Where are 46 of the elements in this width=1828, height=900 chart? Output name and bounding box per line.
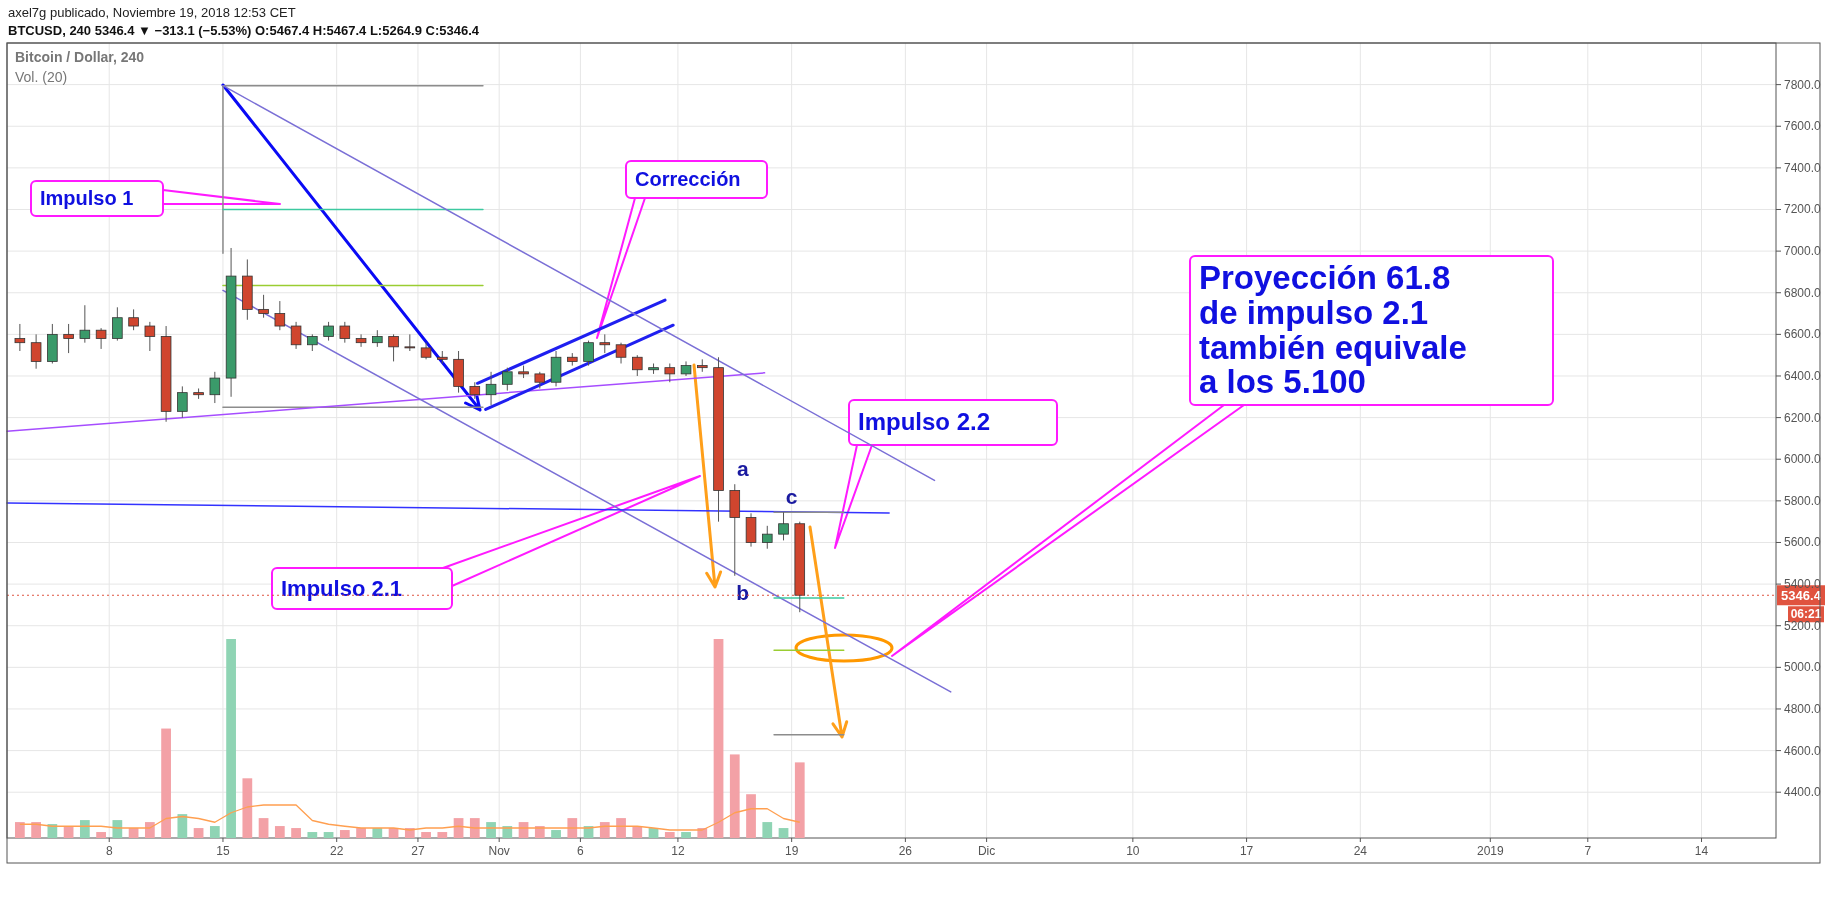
y-tick-label: 6800.0 <box>1784 285 1822 300</box>
x-tick-label: 27 <box>411 844 425 858</box>
y-tick-label: 4400.0 <box>1784 785 1822 800</box>
y-tick-label: 5000.0 <box>1784 660 1822 675</box>
x-tick-label: Nov <box>488 844 510 858</box>
y-tick-label: 7800.0 <box>1784 77 1822 92</box>
x-tick-label: 2019 <box>1476 844 1504 858</box>
y-tick-label: 5600.0 <box>1784 535 1822 550</box>
y-tick-label: 6400.0 <box>1784 368 1822 383</box>
text: 06:21 <box>1790 607 1822 622</box>
x-tick-label: 22 <box>330 844 344 858</box>
x-tick-label: 26 <box>898 844 913 858</box>
x-tick-label: 19 <box>784 844 799 858</box>
x-tick-label: 10 <box>1126 844 1140 858</box>
y-tick-label: 7400.0 <box>1784 160 1822 175</box>
x-tick-label: 12 <box>671 844 685 858</box>
x-tick-label: 7 <box>1584 844 1592 858</box>
chart-title: Bitcoin / Dollar, 240 <box>15 49 145 65</box>
annotation: b <box>736 580 750 604</box>
x-tick-label: 14 <box>1694 844 1709 858</box>
annotation: Corrección <box>635 168 741 190</box>
y-tick-label: 6000.0 <box>1784 452 1822 467</box>
text: Vol. (20) <box>15 69 68 85</box>
y-tick-label: 7000.0 <box>1784 244 1822 259</box>
y-tick-label: 6200.0 <box>1784 410 1822 425</box>
text: BTCUSD, 240 5346.4 ▼ −313.1 (−5.53%) O:5467.4 H:5467.4 L:5264.9 C:5346.4 <box>8 23 480 38</box>
annotation: c <box>785 485 798 509</box>
x-tick-label: Dic <box>977 844 996 858</box>
y-tick-label: 4800.0 <box>1784 701 1822 716</box>
y-tick-label: 7600.0 <box>1784 119 1822 134</box>
annotation: Proyección 61.8 de impulso 2.1 también equivale a los 5.100 <box>1199 259 1467 401</box>
annotation: a <box>736 457 749 481</box>
x-tick-label: 8 <box>105 844 113 858</box>
x-tick-label: 6 <box>577 844 585 858</box>
y-tick-label: 4600.0 <box>1784 743 1822 758</box>
annotation: Impulso 2.2 <box>858 408 991 436</box>
x-tick-label: 24 <box>1353 844 1368 858</box>
x-tick-label: 17 <box>1239 844 1254 858</box>
x-tick-label: 15 <box>216 844 230 858</box>
y-tick-label: 5800.0 <box>1784 493 1822 508</box>
y-tick-label: 6600.0 <box>1784 327 1822 342</box>
annotation: Impulso 1 <box>40 187 134 209</box>
y-tick-label: 7200.0 <box>1784 202 1822 217</box>
ref-line-label: 5346.4 <box>1781 588 1822 604</box>
annotation: Impulso 2.1 <box>281 575 403 601</box>
text: axel7g publicado, Noviembre 19, 2018 12:53 CET <box>8 5 296 20</box>
